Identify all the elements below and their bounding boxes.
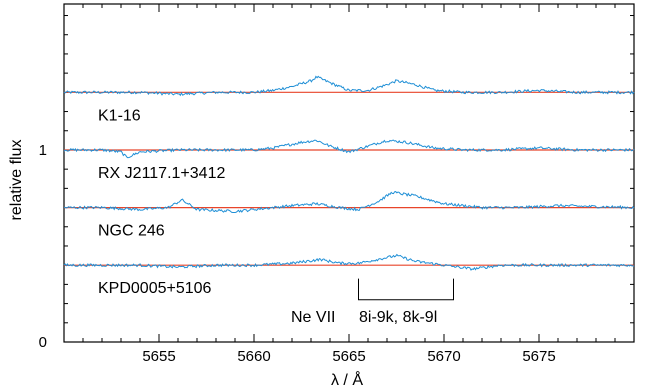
y-tick-label: 1 xyxy=(39,142,47,159)
observed-spectrum xyxy=(63,75,635,97)
observed-spectrum xyxy=(63,253,635,271)
x-tick-label: 5675 xyxy=(522,348,555,365)
y-tick-label: 0 xyxy=(39,334,47,351)
line-annotation: Ne VII 8i-9k, 8k-9l xyxy=(291,278,454,326)
annotation-transition-label: 8i-9k, 8k-9l xyxy=(359,309,437,326)
series-label: RX J2117.1+3412 xyxy=(98,165,225,182)
x-axis-label: λ / Å xyxy=(331,370,363,389)
y-axis-ticks: 01 xyxy=(39,15,634,351)
x-tick-label: 5665 xyxy=(332,348,365,365)
annotation-ion-label: Ne VII xyxy=(291,309,335,326)
y-axis-label: relative flux xyxy=(8,140,25,221)
x-tick-label: 5670 xyxy=(427,348,460,365)
series-label: KPD0005+5106 xyxy=(98,280,212,297)
x-tick-label: 5655 xyxy=(142,348,175,365)
series-label: K1-16 xyxy=(98,107,141,124)
series-labels: K1-16 RX J2117.1+3412 NGC 246 KPD0005+5106 xyxy=(98,107,225,297)
observed-spectra xyxy=(63,75,635,271)
series-label: NGC 246 xyxy=(98,223,165,240)
x-tick-label: 5660 xyxy=(237,348,270,365)
annotation-bracket xyxy=(358,278,454,301)
observed-spectrum xyxy=(64,191,635,213)
observed-spectrum xyxy=(63,139,635,159)
x-axis-ticks: 5655 5660 5665 5670 5675 xyxy=(63,4,635,365)
